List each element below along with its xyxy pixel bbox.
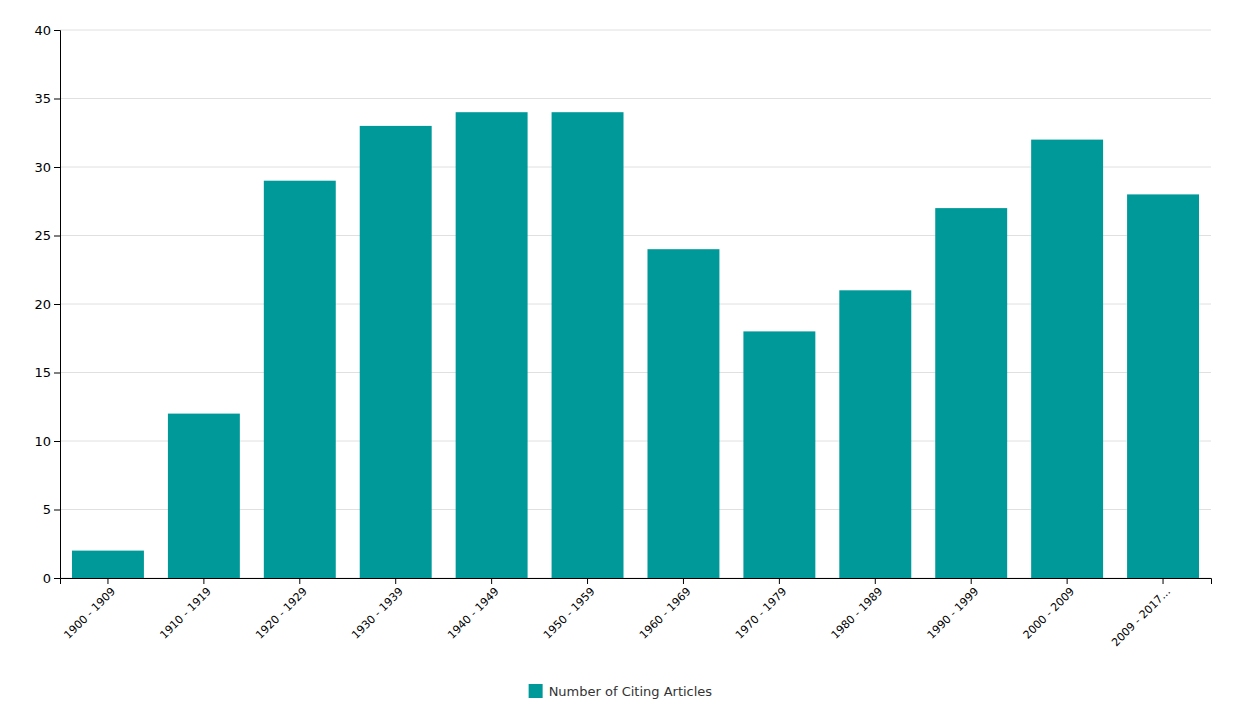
x-tick-mark	[1067, 578, 1068, 584]
y-tick-label: 30	[34, 160, 51, 175]
y-tick: 35	[34, 91, 60, 106]
y-tick-mark	[54, 236, 60, 237]
y-tick-label: 25	[34, 228, 51, 243]
bar	[168, 414, 240, 578]
x-tick-mark	[299, 578, 300, 584]
y-tick-mark	[54, 167, 60, 168]
x-tick-mark	[1163, 578, 1164, 584]
y-tick-mark	[54, 304, 60, 305]
y-tick-mark	[54, 578, 60, 579]
x-tick-label: 2000 - 2009	[1021, 585, 1078, 642]
x-tick-mark	[491, 578, 492, 584]
y-tick: 30	[34, 160, 60, 175]
y-tick: 15	[34, 365, 60, 380]
x-tick-mark	[875, 578, 876, 584]
legend-swatch	[529, 684, 543, 698]
y-tick-mark	[54, 99, 60, 100]
x-tick-label: 2009 - 2017...	[1109, 585, 1173, 649]
x-tick-label: 1950 - 1959	[541, 585, 598, 642]
bar	[839, 290, 911, 578]
y-tick-label: 40	[34, 23, 51, 38]
x-axis-line	[61, 579, 1212, 585]
bar	[743, 331, 815, 578]
y-tick-mark	[54, 373, 60, 374]
y-tick-label: 10	[34, 434, 51, 449]
x-tick: 2000 - 2009	[1021, 578, 1078, 642]
chart-svg: 05101520253035401900 - 19091910 - 191919…	[0, 0, 1241, 718]
bar	[552, 112, 624, 578]
x-tick-label: 1990 - 1999	[925, 585, 982, 642]
x-tick-label: 1980 - 1989	[829, 585, 886, 642]
x-tick-mark	[587, 578, 588, 584]
y-tick: 5	[43, 502, 60, 517]
x-tick-mark	[683, 578, 684, 584]
x-tick: 1990 - 1999	[925, 578, 982, 642]
bar	[72, 551, 144, 578]
x-tick-mark	[203, 578, 204, 584]
y-tick-mark	[54, 510, 60, 511]
x-tick: 1950 - 1959	[541, 578, 598, 642]
x-tick-label: 1920 - 1929	[253, 585, 310, 642]
y-tick: 25	[34, 228, 60, 243]
y-tick: 20	[34, 297, 60, 312]
bar	[1127, 194, 1199, 578]
y-tick-mark	[54, 441, 60, 442]
bar	[647, 249, 719, 578]
y-tick-label: 20	[34, 297, 51, 312]
x-tick-mark	[107, 578, 108, 584]
x-tick: 1930 - 1939	[349, 578, 406, 642]
x-tick-mark	[779, 578, 780, 584]
grid-line	[60, 98, 1211, 99]
x-tick-mark	[395, 578, 396, 584]
y-tick: 10	[34, 434, 60, 449]
y-tick: 40	[34, 23, 60, 38]
y-tick: 0	[43, 571, 60, 586]
bar	[456, 112, 528, 578]
bar	[935, 208, 1007, 578]
x-tick-label: 1910 - 1919	[157, 585, 214, 642]
y-tick-label: 5	[43, 502, 51, 517]
y-axis-line	[54, 31, 61, 579]
legend-label: Number of Citing Articles	[549, 684, 713, 699]
x-tick-label: 1940 - 1949	[445, 585, 502, 642]
x-tick-label: 1930 - 1939	[349, 585, 406, 642]
y-tick-label: 15	[34, 365, 51, 380]
bar	[360, 126, 432, 578]
x-tick: 1910 - 1919	[157, 578, 214, 642]
y-tick-mark	[54, 30, 60, 31]
x-tick: 1970 - 1979	[733, 578, 790, 642]
legend: Number of Citing Articles	[529, 684, 713, 699]
x-tick: 1960 - 1969	[637, 578, 694, 642]
grid	[60, 30, 1211, 578]
y-tick-label: 0	[43, 571, 51, 586]
x-tick: 1980 - 1989	[829, 578, 886, 642]
y-axis: 0 5 10 15 20 25 30 35 40	[34, 23, 60, 586]
x-tick-label: 1970 - 1979	[733, 585, 790, 642]
x-tick-label: 1900 - 1909	[61, 585, 118, 642]
bar	[1031, 140, 1103, 578]
y-tick-label: 35	[34, 91, 51, 106]
x-tick: 2009 - 2017...	[1109, 578, 1173, 649]
chart-container: 05101520253035401900 - 19091910 - 191919…	[0, 0, 1241, 718]
x-tick-mark	[971, 578, 972, 584]
x-tick: 1900 - 1909	[61, 578, 118, 642]
bar	[264, 181, 336, 578]
legend-item: Number of Citing Articles	[529, 684, 713, 699]
x-tick-label: 1960 - 1969	[637, 585, 694, 642]
grid-line	[60, 30, 1211, 31]
bars	[72, 112, 1199, 578]
plot-area: 05101520253035401900 - 19091910 - 191919…	[34, 23, 1211, 649]
x-axis: 1900 - 1909 1910 - 1919 1920 - 1929 1930 - …	[61, 578, 1212, 649]
x-tick: 1940 - 1949	[445, 578, 502, 642]
x-tick: 1920 - 1929	[253, 578, 310, 642]
